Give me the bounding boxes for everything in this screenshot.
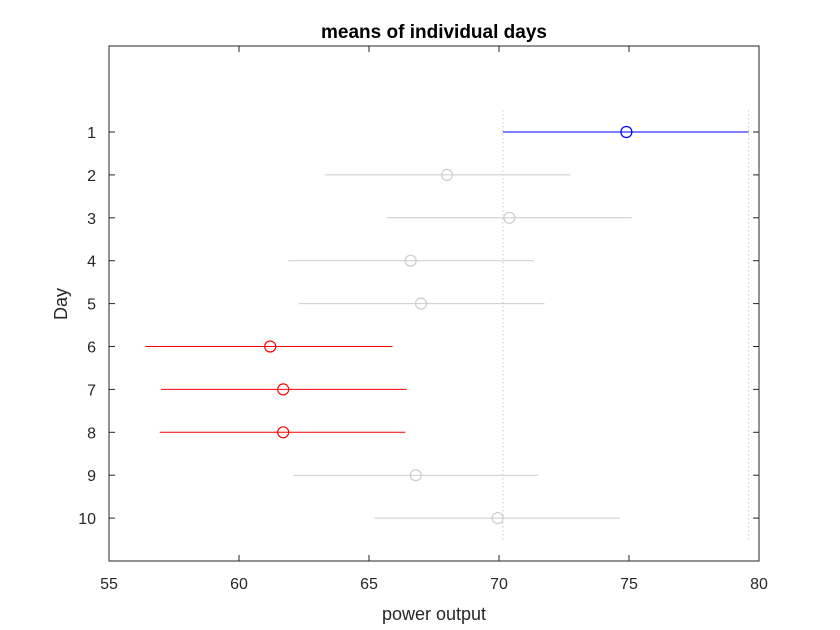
x-tick-label-80: 80	[750, 576, 768, 593]
mean-marker-day-10	[491, 511, 504, 525]
x-tick-label-60: 60	[230, 576, 248, 593]
y-axis: 1 2 3 4 5 6 7 8 9 10	[78, 125, 759, 528]
mean-marker-day-5	[414, 297, 428, 310]
y-tick-label-3: 3	[87, 211, 96, 228]
mean-marker-day-2	[440, 168, 454, 181]
y-axis-label: Day	[51, 288, 71, 320]
x-axis-label: power output	[382, 604, 486, 624]
y-tick-label-9: 9	[87, 468, 96, 485]
x-tick-label-65: 65	[360, 576, 378, 593]
data-series	[145, 125, 749, 525]
x-tick-label-55: 55	[100, 576, 118, 593]
x-axis: 55 60 65 70 75 80	[100, 46, 768, 593]
mean-marker-day-1	[620, 125, 633, 139]
x-tick-label-75: 75	[620, 576, 638, 593]
chart-title: means of individual days	[321, 22, 547, 43]
y-tick-label-4: 4	[87, 254, 96, 271]
mean-marker-day-7	[277, 383, 290, 396]
y-tick-label-7: 7	[87, 382, 96, 399]
mean-marker-day-4	[404, 254, 417, 267]
mean-marker-day-6	[264, 340, 277, 353]
y-tick-label-10: 10	[78, 511, 96, 528]
y-tick-label-2: 2	[87, 168, 96, 185]
x-tick-label-70: 70	[490, 576, 508, 593]
mean-marker-day-8	[277, 426, 290, 439]
y-tick-label-5: 5	[87, 297, 96, 314]
mean-marker-day-9	[409, 469, 422, 482]
y-tick-label-1: 1	[87, 125, 96, 142]
mean-marker-day-3	[503, 211, 516, 224]
y-tick-label-6: 6	[87, 340, 96, 357]
y-tick-label-8: 8	[87, 425, 96, 442]
